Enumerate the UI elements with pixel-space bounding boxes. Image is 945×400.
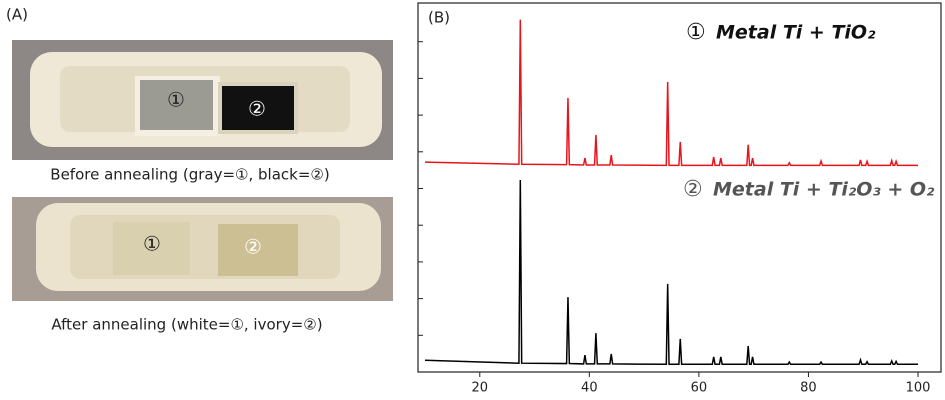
photo	[12, 40, 393, 160]
series-line	[424, 19, 918, 167]
plot: 20 40 60 80 100 ① Metal Ti + TiO₂ ② Metal Ti + T…	[418, 19, 935, 396]
x-tick-label: 20	[472, 381, 489, 396]
series-line	[424, 180, 918, 366]
x-tick-label: 80	[800, 381, 817, 396]
legend-label: Metal Ti + Ti₂O₃ + O₂	[713, 179, 935, 201]
photo-label: ①	[167, 88, 185, 112]
panel-label: (A)	[6, 6, 28, 24]
legend-marker: ①	[686, 20, 706, 45]
photo	[12, 197, 393, 301]
x-tick-label: 100	[906, 381, 931, 396]
caption: After annealing (white=①, ivory=②)	[51, 316, 322, 334]
caption: Before annealing (gray=①, black=②)	[50, 166, 329, 184]
legend-marker: ②	[683, 177, 703, 202]
photo-label: ②	[244, 235, 262, 259]
legend-label: Metal Ti + TiO₂	[716, 22, 876, 44]
photo-label: ①	[143, 232, 161, 256]
x-tick-label: 60	[691, 381, 708, 396]
plot-frame	[417, 2, 942, 373]
photo-label: ②	[248, 97, 266, 121]
panel-label: (B)	[428, 9, 450, 27]
x-tick-label: 40	[581, 381, 598, 396]
